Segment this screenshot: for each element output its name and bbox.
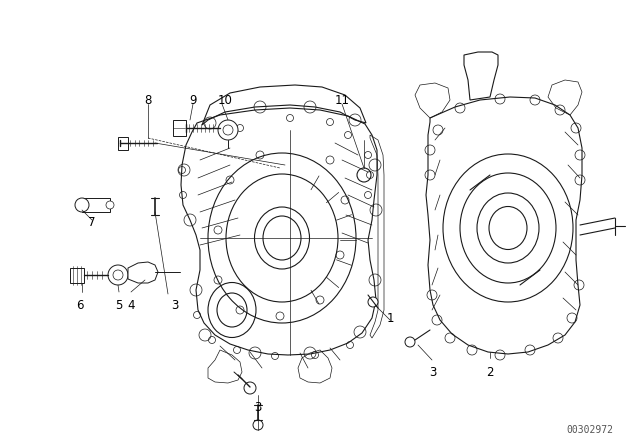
Circle shape [405,337,415,347]
Text: 4: 4 [127,298,135,311]
Text: 5: 5 [115,298,123,311]
Polygon shape [173,120,186,136]
Text: 2: 2 [486,366,493,379]
Text: 3: 3 [429,366,436,379]
Text: 6: 6 [76,298,84,311]
Circle shape [75,198,89,212]
Text: 8: 8 [144,94,152,107]
Circle shape [253,420,263,430]
Text: 1: 1 [387,311,394,324]
Polygon shape [70,268,84,283]
Text: 9: 9 [189,94,196,107]
Text: 3: 3 [172,298,179,311]
Text: 11: 11 [335,94,349,107]
Circle shape [244,382,256,394]
Text: 00302972: 00302972 [566,425,614,435]
Circle shape [368,297,378,307]
Circle shape [108,265,128,285]
Text: 3: 3 [254,401,262,414]
Text: 7: 7 [88,215,96,228]
Polygon shape [118,137,128,150]
Circle shape [106,201,114,209]
Circle shape [218,120,238,140]
Polygon shape [82,198,110,212]
Polygon shape [128,262,158,283]
Text: 10: 10 [218,94,232,107]
